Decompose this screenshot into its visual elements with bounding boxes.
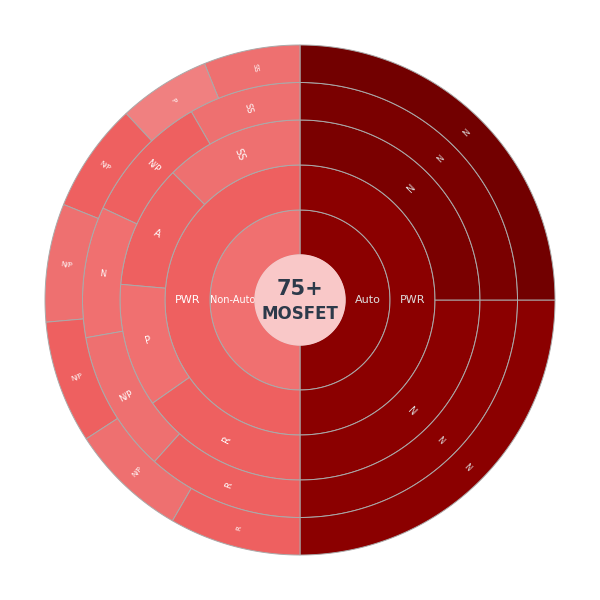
Polygon shape (120, 284, 190, 403)
Text: N: N (461, 128, 472, 139)
Polygon shape (300, 300, 517, 517)
Text: Non-Auto: Non-Auto (210, 295, 255, 305)
Text: R: R (221, 434, 233, 445)
Text: N: N (99, 269, 107, 279)
Polygon shape (86, 331, 179, 461)
Polygon shape (165, 165, 300, 435)
Polygon shape (191, 82, 300, 144)
Polygon shape (64, 113, 152, 218)
Text: N/P: N/P (60, 261, 73, 269)
Text: SS: SS (243, 102, 254, 114)
Text: PWR: PWR (175, 295, 200, 305)
Text: MOSFET: MOSFET (262, 305, 338, 323)
Polygon shape (152, 377, 300, 480)
Text: N: N (435, 154, 446, 165)
Polygon shape (46, 319, 118, 439)
Text: N/P: N/P (118, 389, 134, 404)
Polygon shape (154, 434, 300, 517)
Text: P: P (169, 97, 177, 104)
Text: R: R (224, 481, 234, 490)
Text: SS: SS (251, 63, 259, 73)
Text: 75+: 75+ (277, 279, 323, 299)
Polygon shape (300, 120, 480, 300)
Text: N: N (405, 405, 418, 418)
Polygon shape (172, 488, 300, 555)
Polygon shape (83, 208, 137, 338)
Text: A: A (152, 227, 163, 239)
Text: N: N (461, 461, 472, 472)
Text: N/P: N/P (145, 158, 162, 174)
Text: N: N (435, 435, 446, 446)
Text: P: P (143, 335, 152, 346)
Text: R: R (235, 525, 242, 531)
Polygon shape (300, 165, 435, 435)
Text: Auto: Auto (355, 295, 380, 305)
Text: N/P: N/P (70, 372, 83, 382)
Text: N/P: N/P (131, 465, 143, 478)
Polygon shape (300, 45, 555, 300)
Polygon shape (86, 418, 191, 521)
Text: N: N (405, 182, 418, 195)
Polygon shape (300, 82, 517, 300)
Polygon shape (210, 210, 300, 390)
Text: PWR: PWR (400, 295, 425, 305)
Polygon shape (126, 64, 218, 141)
Circle shape (255, 255, 345, 345)
Polygon shape (300, 300, 555, 555)
Text: SS: SS (233, 147, 247, 162)
Polygon shape (205, 45, 300, 98)
Text: N/P: N/P (99, 160, 112, 172)
Polygon shape (45, 205, 98, 322)
Polygon shape (300, 210, 390, 390)
Polygon shape (121, 173, 205, 288)
Polygon shape (173, 120, 300, 205)
Polygon shape (103, 112, 210, 224)
Polygon shape (300, 300, 480, 480)
